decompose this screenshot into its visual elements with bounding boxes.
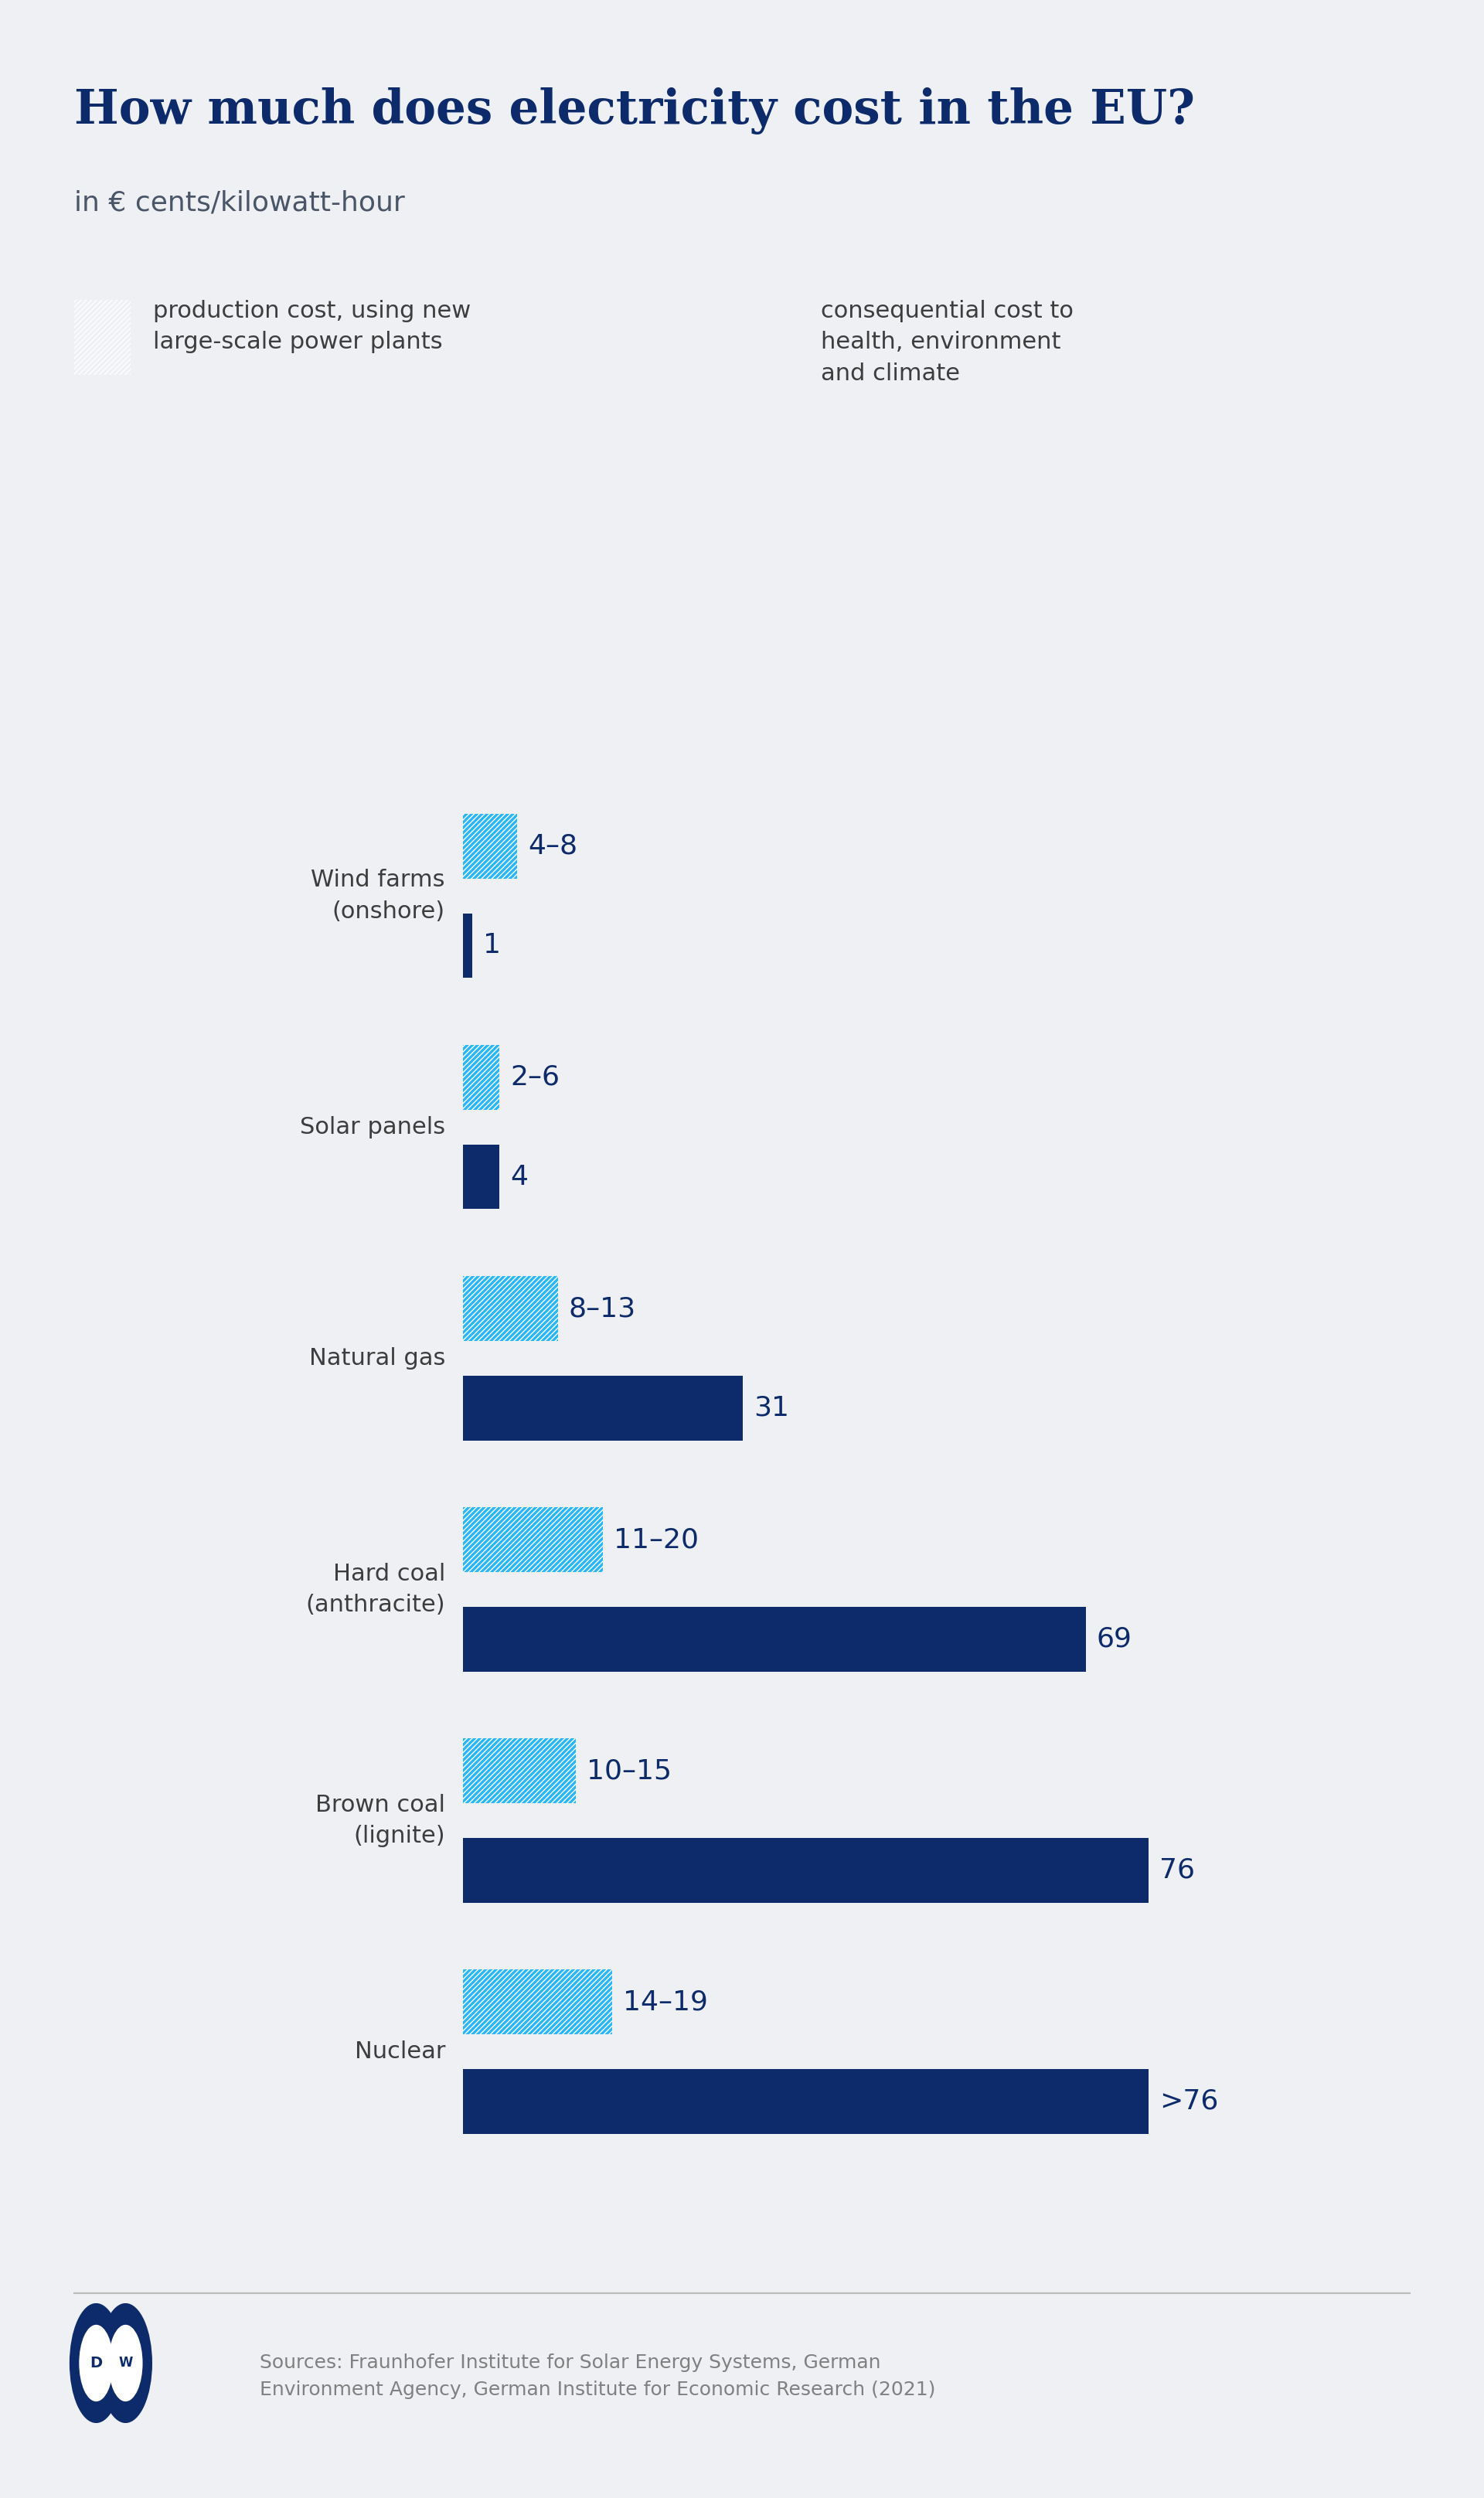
Circle shape xyxy=(108,2326,142,2401)
Bar xyxy=(463,1739,576,1804)
Text: 31: 31 xyxy=(754,1394,789,1421)
Text: 11–20: 11–20 xyxy=(614,1526,699,1554)
Bar xyxy=(463,2068,1149,2133)
Text: 1: 1 xyxy=(484,932,502,959)
Bar xyxy=(463,1044,499,1109)
Bar xyxy=(463,1506,603,1571)
Bar xyxy=(463,1276,558,1341)
Text: 76: 76 xyxy=(1159,1856,1195,1883)
Text: consequential cost to
health, environment
and climate: consequential cost to health, environmen… xyxy=(821,300,1073,385)
Text: Nuclear: Nuclear xyxy=(355,2041,445,2063)
Circle shape xyxy=(99,2303,153,2423)
Bar xyxy=(463,1606,1086,1671)
Bar xyxy=(463,1739,576,1804)
Text: D: D xyxy=(91,2356,102,2371)
Text: 4–8: 4–8 xyxy=(528,834,577,859)
Text: 10–15: 10–15 xyxy=(586,1759,672,1784)
Bar xyxy=(463,1506,603,1571)
Text: Wind farms
(onshore): Wind farms (onshore) xyxy=(312,869,445,922)
Text: 69: 69 xyxy=(1097,1626,1132,1651)
Text: How much does electricity cost in the EU?: How much does electricity cost in the EU… xyxy=(74,87,1195,135)
Bar xyxy=(463,814,518,879)
Text: Sources: Fraunhofer Institute for Solar Energy Systems, German
Environment Agenc: Sources: Fraunhofer Institute for Solar … xyxy=(260,2353,935,2398)
Bar xyxy=(463,1276,558,1341)
Bar xyxy=(463,814,518,879)
Text: Hard coal
(anthracite): Hard coal (anthracite) xyxy=(306,1564,445,1616)
Text: 4: 4 xyxy=(510,1164,528,1189)
Circle shape xyxy=(79,2326,113,2401)
Bar xyxy=(463,1968,611,2033)
Text: Solar panels: Solar panels xyxy=(300,1117,445,1139)
Text: Natural gas: Natural gas xyxy=(309,1346,445,1369)
Bar xyxy=(463,914,472,979)
Text: 14–19: 14–19 xyxy=(623,1988,708,2016)
Bar xyxy=(463,1376,743,1441)
Text: >76: >76 xyxy=(1159,2088,1218,2113)
Text: production cost, using new
large-scale power plants: production cost, using new large-scale p… xyxy=(153,300,470,355)
Circle shape xyxy=(70,2303,123,2423)
Text: W: W xyxy=(119,2356,132,2371)
Bar xyxy=(463,1144,499,1209)
Bar xyxy=(463,1839,1149,1903)
Text: 8–13: 8–13 xyxy=(568,1296,637,1321)
Text: in € cents/kilowatt-hour: in € cents/kilowatt-hour xyxy=(74,190,405,217)
Text: 2–6: 2–6 xyxy=(510,1064,559,1092)
Text: Brown coal
(lignite): Brown coal (lignite) xyxy=(315,1794,445,1849)
Bar xyxy=(463,1968,611,2033)
Bar xyxy=(463,1044,499,1109)
